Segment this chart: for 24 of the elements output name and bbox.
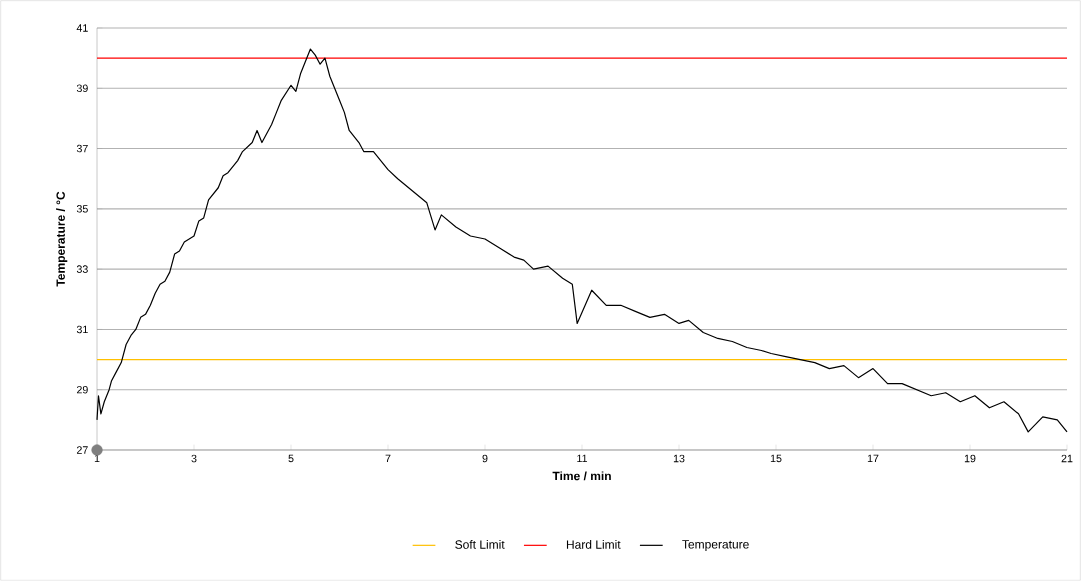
y-tick-label: 39 — [76, 84, 88, 93]
y-tick-label: 27 — [76, 446, 88, 454]
x-tick-label: 11 — [577, 454, 588, 463]
x-axis-title: Time / min — [552, 471, 611, 481]
x-tick-label: 3 — [191, 454, 197, 463]
y-axis-title: Temperature / °C — [56, 191, 68, 287]
y-tick-label: 29 — [76, 385, 88, 394]
x-tick-label: 15 — [770, 454, 782, 463]
x-tick-label: 17 — [867, 454, 879, 463]
x-tick-label: 19 — [964, 454, 976, 463]
x-tick-label: 5 — [288, 454, 294, 463]
y-tick-label: 41 — [76, 24, 88, 32]
x-tick-label: 7 — [385, 454, 391, 463]
x-tick-label: 13 — [673, 454, 685, 463]
x-tick-label: 21 — [1061, 454, 1073, 463]
x-tick-label: 9 — [482, 454, 488, 463]
x-tick-label: 1 — [94, 454, 100, 463]
legend-label: Soft Limit — [455, 539, 505, 549]
legend-label: Temperature — [682, 540, 749, 551]
y-tick-label: 37 — [76, 144, 88, 153]
y-tick-label: 35 — [76, 205, 88, 213]
y-tick-label: 31 — [76, 325, 88, 334]
legend-label: Hard Limit — [566, 539, 621, 549]
y-tick-label: 33 — [76, 265, 88, 273]
